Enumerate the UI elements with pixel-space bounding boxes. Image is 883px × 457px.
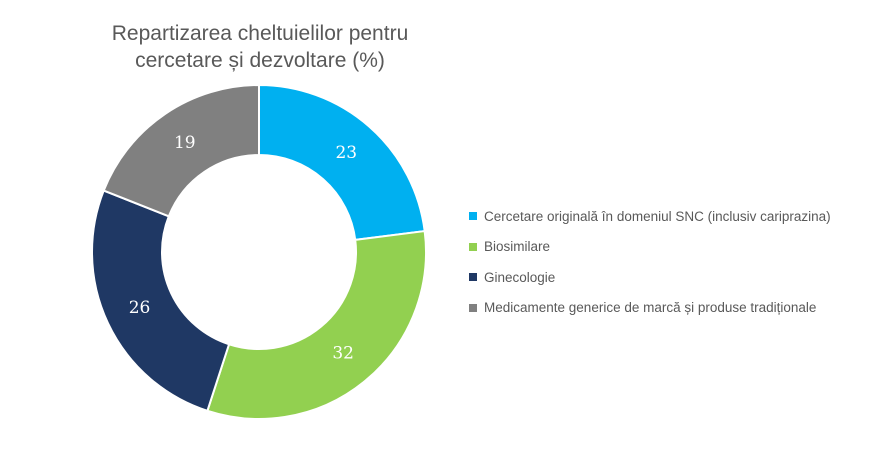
chart-title: Repartizarea cheltuielilor pentru cercet… — [111, 22, 409, 72]
legend-label: Ginecologie — [484, 269, 556, 285]
chart-legend: Cercetare originală în domeniul SNC (inc… — [469, 201, 831, 323]
legend-item: Biosimilare — [469, 232, 831, 263]
legend-label: Medicamente generice de marcă și produse… — [484, 300, 817, 316]
donut-slice — [258, 83, 426, 241]
legend-swatch — [469, 303, 477, 312]
legend-swatch — [469, 273, 477, 282]
donut-slice — [102, 83, 260, 218]
slice-data-label: 32 — [332, 344, 354, 364]
slice-data-label: 23 — [335, 143, 357, 163]
legend-item: Cercetare originală în domeniul SNC (inc… — [469, 201, 831, 232]
donut-slice — [206, 229, 427, 420]
donut-slice — [91, 189, 231, 413]
legend-label: Cercetare originală în domeniul SNC (inc… — [484, 208, 831, 224]
slice-data-label: 26 — [129, 298, 151, 318]
legend-swatch — [469, 242, 477, 251]
legend-item: Ginecologie — [469, 262, 831, 293]
legend-swatch — [469, 212, 477, 221]
legend-item: Medicamente generice de marcă și produse… — [469, 293, 831, 324]
slice-data-label: 19 — [174, 133, 196, 153]
legend-label: Biosimilare — [484, 239, 551, 255]
